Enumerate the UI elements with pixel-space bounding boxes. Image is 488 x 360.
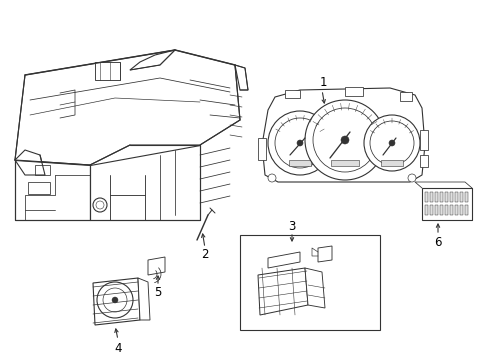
Circle shape [340, 136, 348, 144]
Bar [459, 192, 462, 202]
Circle shape [274, 118, 325, 168]
Circle shape [112, 297, 118, 303]
Circle shape [312, 108, 376, 172]
Bar [434, 205, 437, 215]
Bar [444, 192, 447, 202]
Text: 5: 5 [154, 287, 162, 300]
Circle shape [369, 121, 413, 165]
Bar [419, 130, 427, 150]
Text: 2: 2 [201, 248, 208, 261]
Bar [439, 192, 442, 202]
Polygon shape [317, 246, 331, 262]
Polygon shape [138, 278, 150, 320]
Circle shape [296, 140, 303, 146]
Bar [258, 138, 265, 160]
Bar [35, 165, 50, 175]
Text: 1: 1 [319, 77, 326, 90]
Polygon shape [258, 268, 307, 315]
Polygon shape [15, 160, 90, 220]
Bar [439, 205, 442, 215]
Bar [434, 192, 437, 202]
Bar [429, 205, 432, 215]
Circle shape [388, 140, 394, 146]
Bar [28, 182, 50, 194]
Circle shape [363, 115, 419, 171]
Bar [454, 205, 457, 215]
Bar [240, 235, 379, 330]
Bar [345, 87, 362, 96]
Text: 3: 3 [288, 220, 295, 234]
Bar [464, 205, 467, 215]
Text: 4: 4 [114, 342, 122, 355]
Bar [285, 90, 299, 98]
Bar [424, 205, 427, 215]
Bar [421, 188, 471, 220]
Bar [419, 155, 427, 167]
Polygon shape [15, 150, 45, 175]
Circle shape [103, 288, 127, 312]
Polygon shape [148, 257, 164, 275]
Circle shape [407, 174, 415, 182]
Circle shape [96, 201, 104, 209]
Text: 6: 6 [433, 235, 441, 248]
Circle shape [97, 282, 133, 318]
Circle shape [93, 198, 107, 212]
Bar [449, 192, 452, 202]
Circle shape [33, 167, 43, 177]
Bar [330, 160, 358, 166]
Circle shape [267, 111, 331, 175]
Circle shape [305, 100, 384, 180]
Polygon shape [130, 50, 175, 70]
Circle shape [267, 174, 275, 182]
Bar [424, 192, 427, 202]
Polygon shape [90, 145, 200, 220]
Bar [454, 192, 457, 202]
Bar [399, 92, 411, 101]
Bar [444, 205, 447, 215]
Polygon shape [267, 252, 299, 268]
Polygon shape [305, 268, 325, 308]
Polygon shape [93, 278, 140, 325]
Polygon shape [262, 88, 424, 182]
Bar [464, 192, 467, 202]
Bar [288, 160, 310, 166]
Bar [459, 205, 462, 215]
Bar [95, 62, 120, 80]
Bar [429, 192, 432, 202]
Polygon shape [15, 50, 240, 165]
Polygon shape [235, 65, 247, 90]
Bar [380, 160, 402, 166]
Bar [449, 205, 452, 215]
